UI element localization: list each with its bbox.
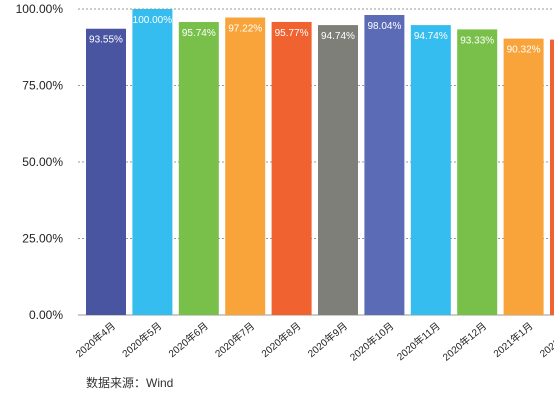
data-label: 94.74% [414, 31, 448, 42]
x-tick-label: 2020年10月 [347, 319, 396, 363]
data-label: 93.55% [89, 35, 123, 46]
y-tick-label: 0.00% [29, 308, 63, 322]
bar [178, 22, 219, 315]
bar [86, 28, 126, 315]
x-tick-label: 2021年2月 [537, 319, 554, 360]
x-tick-label: 2020年7月 [212, 319, 257, 360]
bar [503, 38, 544, 316]
x-tick-label: 2020年8月 [259, 319, 304, 360]
data-labels: 93.55% 100.00% 95.74% 97.22% 95.77% 94.74% 98.… [89, 15, 541, 56]
x-tick-label: 2020年12月 [440, 319, 489, 363]
data-label: 98.04% [367, 21, 401, 32]
bar [271, 21, 312, 316]
y-tick-label: 25.00% [22, 232, 63, 246]
x-tick-label: 2020年6月 [166, 319, 211, 360]
bar [364, 14, 405, 316]
bar-chart: 0.00% 25.00% 50.00% 75.00% 100.00% 93.55% 100… [16, 2, 554, 364]
bar [318, 25, 358, 315]
y-tick-label: 75.00% [22, 79, 63, 93]
x-tick-label: 2020年11月 [394, 319, 443, 363]
data-label: 93.33% [460, 35, 494, 46]
x-tick-label: 2020年9月 [305, 319, 350, 360]
y-axis-ticks: 0.00% 25.00% 50.00% 75.00% 100.00% [16, 2, 64, 322]
data-label: 97.22% [228, 24, 262, 35]
bar [225, 17, 266, 315]
y-tick-label: 100.00% [16, 2, 64, 16]
bar [410, 25, 451, 315]
source-note: 数据来源：Wind [86, 376, 174, 390]
data-label: 90.32% [507, 45, 541, 56]
bar [457, 29, 498, 316]
bar [550, 39, 554, 315]
bar [132, 9, 173, 315]
x-axis-ticks: 2020年4月 2020年5月 2020年6月 2020年7月 2020年8月 2020年… [73, 319, 554, 363]
data-label: 95.77% [275, 28, 309, 39]
x-tick-label: 2020年5月 [119, 319, 164, 360]
x-tick-label: 2020年4月 [73, 319, 118, 360]
bars [86, 9, 554, 316]
x-tick-label: 2021年1月 [491, 319, 536, 360]
data-label: 94.74% [321, 31, 355, 42]
y-tick-label: 50.00% [22, 155, 63, 169]
data-label: 95.74% [182, 28, 216, 39]
data-label: 100.00% [133, 15, 173, 26]
